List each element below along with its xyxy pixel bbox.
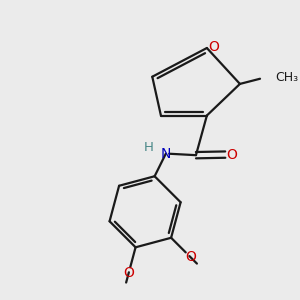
Text: H: H	[144, 141, 154, 154]
Text: O: O	[123, 266, 134, 280]
Text: O: O	[226, 148, 237, 162]
Text: N: N	[160, 147, 171, 161]
Text: CH₃: CH₃	[275, 71, 298, 84]
Text: O: O	[208, 40, 219, 54]
Text: O: O	[185, 250, 196, 264]
